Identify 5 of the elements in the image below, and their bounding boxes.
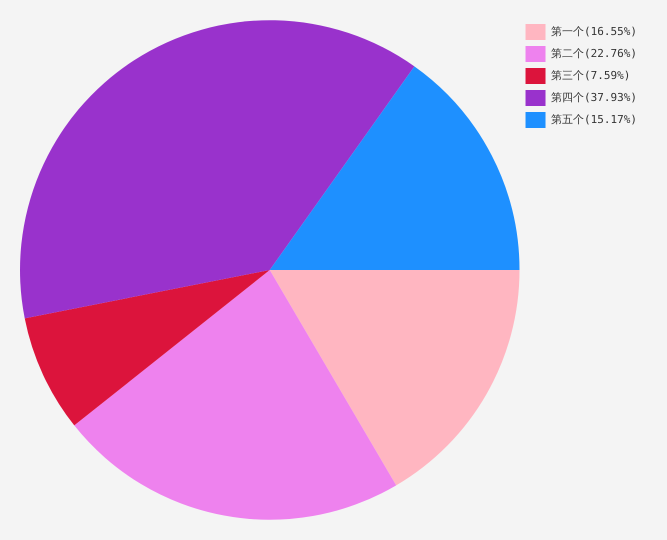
- legend-label: 第四个(37.93%): [551, 90, 638, 104]
- legend-label: 第二个(22.76%): [551, 46, 638, 60]
- legend-label: 第五个(15.17%): [551, 112, 638, 126]
- legend-label: 第一个(16.55%): [551, 24, 638, 38]
- legend-label: 第三个(7.59%): [551, 68, 630, 82]
